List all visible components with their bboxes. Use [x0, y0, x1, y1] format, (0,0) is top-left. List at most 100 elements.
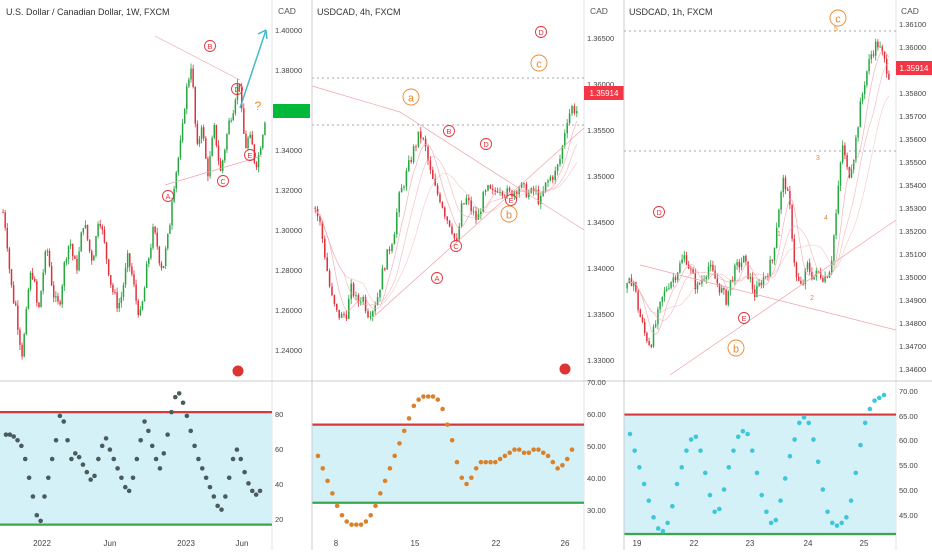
oscillator-dot: [344, 519, 349, 524]
candle-body: [446, 217, 448, 221]
oscillator-dot: [235, 447, 240, 452]
wave-label: C: [453, 242, 459, 251]
oscillator-dot: [679, 465, 684, 470]
oscillator-dot: [46, 475, 51, 480]
candle-body: [730, 280, 732, 291]
candle-body: [152, 227, 154, 248]
wave-label: D: [234, 85, 239, 94]
candle-body: [47, 251, 49, 252]
candle-body: [243, 108, 245, 134]
price-tick-label: 1.34000: [275, 146, 302, 155]
price-tick-label: 1.35000: [899, 273, 926, 282]
axis-unit: CAD: [901, 6, 919, 16]
wave-label: a: [408, 92, 414, 104]
oscillator-dot: [223, 494, 228, 499]
oscillator-dot: [858, 443, 863, 448]
candle-body: [324, 239, 326, 258]
candle-body: [326, 257, 328, 270]
candle-body: [545, 182, 547, 191]
candle-body: [807, 263, 809, 269]
candle-body: [45, 251, 47, 272]
candle-body: [679, 263, 681, 272]
candle-body: [550, 177, 552, 181]
oscillator-dot: [227, 475, 232, 480]
candle-body: [769, 260, 771, 276]
oscillator-dot: [637, 465, 642, 470]
candle-body: [252, 135, 254, 145]
candle-body: [205, 138, 207, 158]
price-tick-label: 1.34800: [899, 319, 926, 328]
candle-body: [756, 286, 758, 297]
candle-body: [38, 303, 40, 307]
candle-body: [222, 160, 224, 171]
candle-body: [862, 94, 864, 101]
oscillator-dot: [119, 475, 124, 480]
oscillator-dot: [821, 487, 826, 492]
candle-body: [576, 111, 578, 113]
oscillator-dot: [698, 448, 703, 453]
oscillator-dot: [507, 450, 512, 455]
candle-body: [78, 252, 80, 271]
candle-body: [653, 327, 655, 347]
candle-body: [11, 269, 13, 285]
oscillator-dot: [628, 432, 633, 437]
candle-body: [778, 210, 780, 228]
oscillator-dot: [31, 494, 36, 499]
candle-body: [150, 248, 152, 259]
panel-weekly: U.S. Dollar / Canadian Dollar, 1W, FXCM …: [0, 0, 312, 550]
oscillator-dot: [703, 471, 708, 476]
candle-body: [499, 192, 501, 193]
panel-title: U.S. Dollar / Canadian Dollar, 1W, FXCM: [6, 7, 170, 17]
price-tick-label: 1.35600: [899, 135, 926, 144]
oscillator-dot: [349, 522, 354, 527]
candle-body: [201, 127, 203, 139]
candle-body: [348, 299, 350, 319]
candle-body: [19, 330, 21, 345]
candle-body: [763, 277, 765, 285]
candle-body: [137, 301, 139, 315]
candle-body: [55, 296, 57, 297]
oscillator-dot: [69, 457, 74, 462]
candle-body: [121, 297, 123, 303]
price-tick-label: 1.35700: [899, 112, 926, 121]
oscillator-dot: [38, 519, 43, 524]
candle-body: [857, 127, 859, 137]
candle-body: [842, 145, 844, 162]
wave-label: 5: [834, 26, 838, 33]
candle-body: [169, 225, 171, 234]
candle-body: [36, 281, 38, 302]
candle-body: [182, 123, 184, 140]
candle-body: [571, 106, 573, 113]
candle-body: [736, 262, 738, 265]
candle-body: [391, 244, 393, 251]
candle-body: [463, 203, 465, 204]
candle-body: [413, 146, 415, 162]
candle-body: [875, 42, 877, 56]
candle-body: [245, 134, 247, 148]
oscillator-dot: [246, 481, 251, 486]
oscillator-dot: [77, 455, 82, 460]
candle-body: [401, 188, 403, 192]
candle-body: [214, 125, 216, 138]
candle-body: [129, 253, 131, 266]
oscillator-dot: [11, 434, 16, 439]
time-tick-label: 23: [746, 539, 755, 548]
candle-body: [422, 138, 424, 139]
candle-body: [714, 271, 716, 279]
candle-body: [626, 283, 628, 288]
candle-body: [430, 160, 432, 169]
candle-body: [787, 189, 789, 191]
oscillator-dot: [146, 429, 151, 434]
candle-body: [564, 133, 566, 146]
oscillator-dot: [330, 491, 335, 496]
oscillator-dot: [388, 466, 393, 471]
candle-body: [657, 309, 659, 324]
candle-body: [106, 242, 108, 259]
candle-body: [840, 163, 842, 186]
candle-body: [59, 301, 61, 304]
candle-body: [398, 192, 400, 212]
candle-body: [396, 212, 398, 234]
candle-body: [190, 68, 192, 79]
oscillator-dot: [34, 513, 39, 518]
candle-body: [492, 189, 494, 190]
